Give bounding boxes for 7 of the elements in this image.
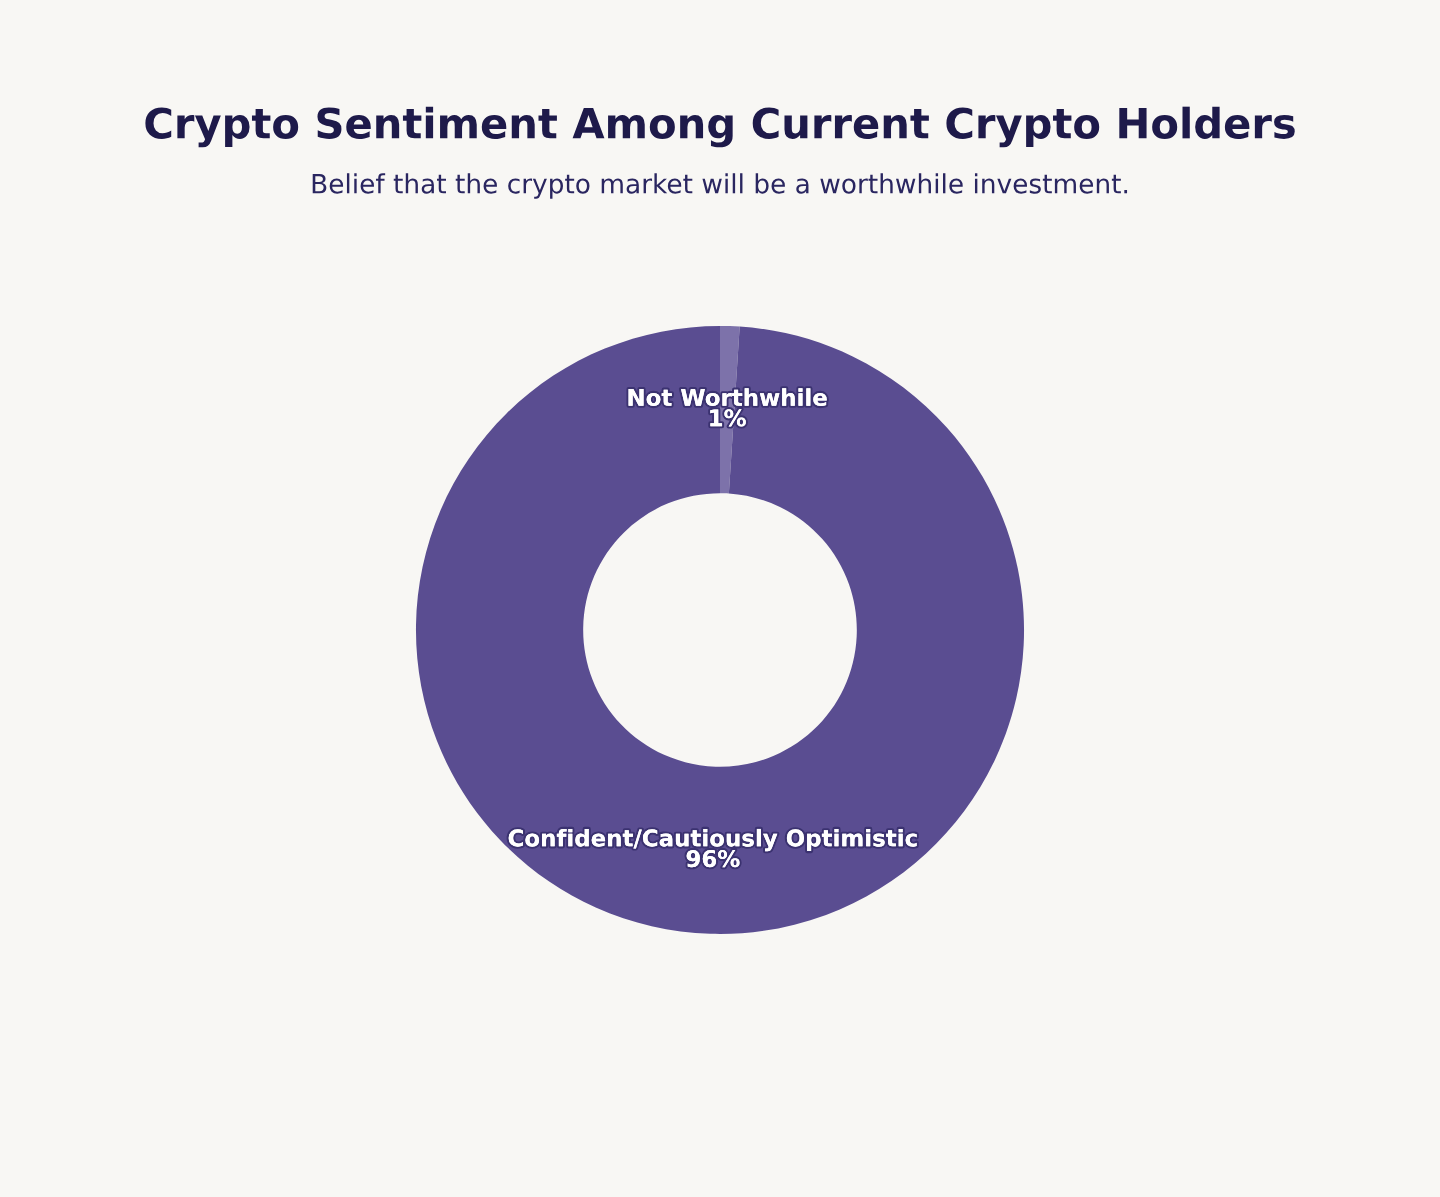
data-label: 1% [710,409,746,427]
data-label: 96% [686,849,740,868]
slice-label: Not Worthwhile [628,388,827,407]
chart-subtitle: Belief that the crypto market will be a worthwhile investment. [312,173,1128,199]
chart-title: Crypto Sentiment Among Current Crypto Holders [145,106,1295,148]
donut-slice [416,325,1024,935]
slice-label: Confident/Cautiously Optimistic [508,828,917,852]
